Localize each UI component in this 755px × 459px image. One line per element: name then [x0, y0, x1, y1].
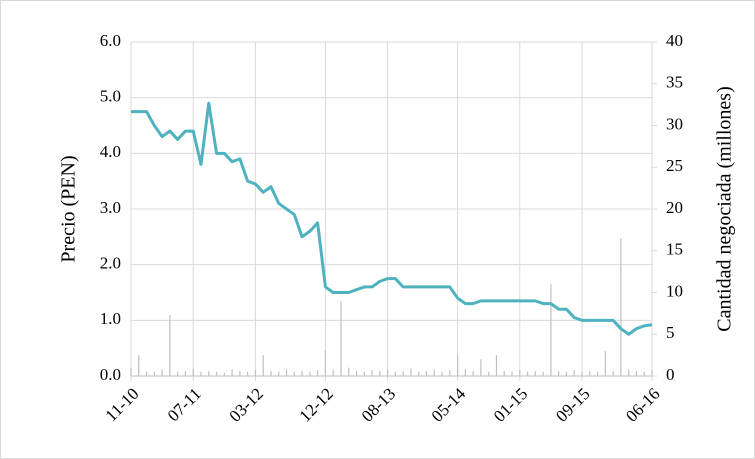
volume-bar	[612, 370, 614, 376]
volume-bar	[550, 284, 552, 376]
volume-bar	[433, 369, 435, 376]
volume-bar	[324, 350, 327, 376]
volume-bar	[153, 371, 155, 376]
volume-bar	[425, 370, 428, 376]
volume-bar	[643, 371, 645, 376]
y2-tick-label: 0	[666, 365, 675, 384]
volume-bar	[192, 369, 194, 376]
volume-bar	[208, 370, 210, 376]
y-tick-label: 3.0	[100, 198, 121, 217]
volume-bar	[355, 370, 358, 376]
volume-bar	[262, 355, 264, 376]
volume-bar	[200, 371, 202, 376]
volume-bar	[270, 370, 272, 376]
volume-bar	[581, 371, 583, 376]
volume-bar	[145, 371, 148, 376]
volume-bar	[472, 370, 474, 376]
volume-bar	[604, 350, 606, 376]
volume-bar	[254, 370, 257, 376]
y2-tick-label: 30	[666, 114, 683, 133]
volume-bar	[589, 370, 591, 376]
volume-bar	[387, 369, 389, 376]
volume-bar	[177, 371, 179, 376]
volume-bar	[231, 369, 233, 376]
volume-bar	[488, 371, 490, 376]
volume-bar	[449, 370, 451, 376]
volume-bar	[558, 370, 560, 376]
volume-bar	[278, 371, 280, 376]
volume-bar	[464, 369, 466, 376]
volume-bar	[519, 370, 521, 376]
volume-bar	[363, 371, 365, 376]
volume-bar	[503, 370, 505, 376]
volume-bar	[215, 371, 218, 376]
volume-bar	[410, 368, 412, 376]
y-tick-label: 1.0	[100, 309, 121, 328]
volume-bar	[332, 369, 334, 376]
volume-bar	[161, 369, 163, 376]
volume-bar	[247, 371, 249, 376]
volume-bar	[573, 370, 575, 376]
volume-bar	[340, 300, 342, 376]
volume-bar	[542, 371, 544, 376]
volume-bar	[456, 355, 459, 376]
volume-bar	[596, 371, 599, 376]
volume-bar	[565, 371, 568, 376]
volume-bar	[285, 369, 288, 376]
volume-bar	[402, 370, 404, 376]
volume-bar	[628, 369, 630, 376]
y2-tick-label: 20	[666, 198, 683, 217]
y2-tick-label: 35	[666, 73, 683, 92]
volume-bar	[239, 370, 241, 376]
y2-tick-label: 40	[666, 31, 683, 50]
y-tick-label: 6.0	[100, 31, 121, 50]
volume-bar	[293, 371, 295, 376]
y-tick-label: 5.0	[100, 87, 121, 106]
volume-bar	[379, 370, 381, 376]
volume-bar	[309, 371, 311, 376]
volume-bar	[495, 355, 498, 376]
volume-bar	[317, 370, 319, 376]
volume-bar	[184, 370, 187, 376]
y-tick-label: 4.0	[100, 142, 121, 161]
volume-bar	[534, 370, 536, 376]
volume-bar	[394, 371, 396, 376]
volume-bar	[138, 355, 140, 376]
y-tick-label: 0.0	[100, 365, 121, 384]
y2-tick-label: 10	[666, 281, 683, 300]
volume-bar	[511, 371, 513, 376]
volume-bar	[480, 359, 482, 376]
volume-bar	[348, 367, 350, 376]
y2-tick-label: 15	[666, 240, 683, 259]
volume-bar	[130, 367, 132, 376]
y2-axis-label: Cantidad negociada (millones)	[714, 86, 736, 331]
y-axis-label: Precio (PEN)	[58, 155, 80, 262]
volume-bar	[441, 371, 443, 376]
volume-bar	[418, 371, 420, 376]
volume-bar	[301, 370, 303, 376]
price-line	[131, 101, 653, 336]
volume-bar	[651, 370, 653, 376]
y2-tick-label: 25	[666, 156, 683, 175]
volume-bar	[223, 372, 225, 376]
y-tick-label: 2.0	[100, 254, 121, 273]
volume-bar	[635, 370, 638, 376]
volume-bar	[526, 371, 529, 376]
y2-tick-label: 5	[666, 323, 675, 342]
volume-bar	[169, 315, 171, 376]
volume-bar	[371, 370, 373, 376]
volume-bar	[620, 238, 622, 376]
